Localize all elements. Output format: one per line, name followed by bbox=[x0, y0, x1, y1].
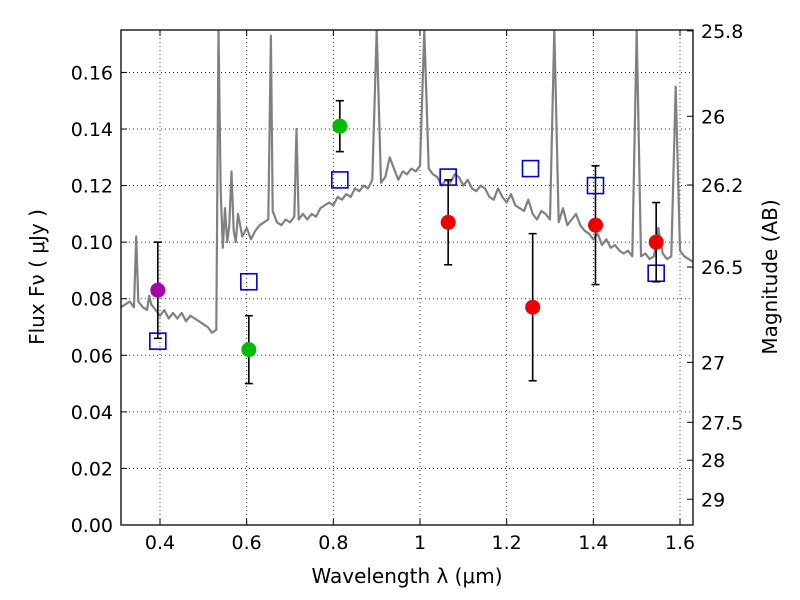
data-point bbox=[525, 299, 541, 315]
model-square-marker bbox=[240, 272, 258, 291]
x-tick-label: 0.8 bbox=[318, 532, 348, 554]
right-tick-label: 26.5 bbox=[701, 257, 743, 279]
y-tick-label: 0.00 bbox=[71, 515, 113, 537]
x-tick-label: 0.4 bbox=[145, 532, 175, 554]
x-tick-label: 0.6 bbox=[232, 532, 262, 554]
right-tick-label: 25.8 bbox=[701, 21, 743, 43]
y-tick-label: 0.08 bbox=[71, 289, 113, 311]
right-axis-label: Magnitude (AB) bbox=[758, 199, 782, 354]
data-point bbox=[241, 342, 257, 358]
data-point bbox=[150, 282, 166, 298]
model-square-marker bbox=[521, 159, 540, 178]
plot-area bbox=[121, 30, 693, 385]
data-point bbox=[648, 234, 664, 250]
y-tick-label: 0.16 bbox=[71, 62, 113, 84]
ticks: 0.4 0.6 0.8 1 1.2 1.4 1.6 0.00 0.02 0.04 0.06 0.08 0… bbox=[71, 21, 744, 554]
x-tick-label: 1.4 bbox=[578, 532, 608, 554]
data-point bbox=[440, 214, 456, 230]
right-tick-label: 28 bbox=[701, 450, 725, 472]
right-tick-label: 26.2 bbox=[701, 175, 743, 197]
y-tick-label: 0.02 bbox=[71, 458, 113, 480]
data-point bbox=[332, 118, 348, 134]
y-tick-label: 0.06 bbox=[71, 345, 113, 367]
x-tick-label: 1.2 bbox=[492, 532, 522, 554]
y-axis-label: Flux Fν ( μJy ) bbox=[25, 209, 49, 345]
right-tick-label: 27 bbox=[701, 352, 725, 374]
plot-frame bbox=[120, 29, 694, 526]
y-tick-label: 0.12 bbox=[71, 176, 113, 198]
right-tick-label: 29 bbox=[701, 489, 725, 511]
y-tick-label: 0.10 bbox=[71, 232, 113, 254]
right-tick-label: 26 bbox=[701, 106, 725, 128]
spectrum-line bbox=[121, 30, 693, 334]
x-tick-label: 1.6 bbox=[665, 532, 695, 554]
x-axis-label: Wavelength λ (μm) bbox=[311, 564, 502, 588]
model-square-marker bbox=[331, 171, 349, 189]
x-tick-label: 1 bbox=[414, 532, 426, 554]
y-tick-label: 0.04 bbox=[71, 402, 113, 424]
data-point bbox=[588, 217, 603, 233]
right-tick-label: 27.5 bbox=[701, 412, 743, 434]
y-tick-label: 0.14 bbox=[71, 119, 113, 141]
grid bbox=[121, 30, 693, 526]
